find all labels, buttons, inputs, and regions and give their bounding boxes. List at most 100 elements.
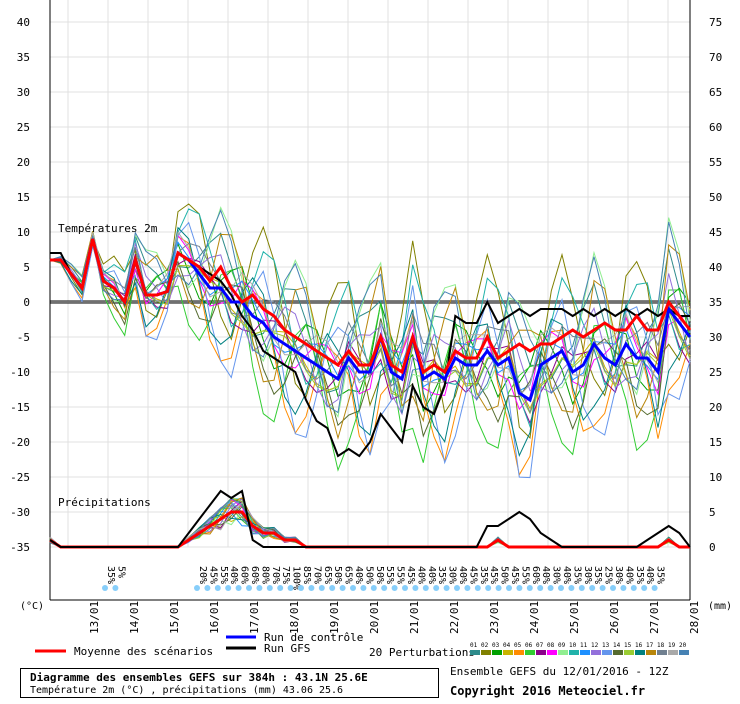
- perturbation-number: 05: [514, 642, 522, 649]
- date-label: 24/01: [528, 601, 541, 634]
- left-axis-ticks: 40 35 30 25 20 15 10 5 0 -5 -10 -15 -20 -25 -30 -35: [10, 16, 30, 554]
- date-label: 23/01: [488, 601, 501, 634]
- perturbation-line: [49, 226, 691, 457]
- precip-prob-label: 45%: [509, 566, 520, 584]
- left-tick-label: 35: [17, 51, 30, 64]
- precip-prob-label: 35%: [571, 566, 582, 584]
- perturbation-swatch: [492, 650, 502, 655]
- perturbation-swatch: [470, 650, 480, 655]
- snow-marker: [360, 585, 367, 591]
- right-tick-label: 60: [709, 121, 722, 134]
- precip-prob-label: 35%: [634, 566, 645, 584]
- snow-marker: [391, 585, 398, 591]
- precip-prob-label: 60%: [239, 566, 250, 584]
- perturbation-number: 14: [613, 642, 621, 649]
- right-tick-label: 0: [709, 541, 716, 554]
- precip-prob-label: 80%: [259, 566, 270, 584]
- precip-prob-label: 30%: [447, 566, 458, 584]
- date-label: 20/01: [368, 601, 381, 634]
- left-tick-label: -20: [10, 436, 30, 449]
- left-tick-label: -10: [10, 366, 30, 379]
- run-info: Ensemble GEFS du 12/01/2016 - 12Z: [450, 665, 669, 678]
- left-tick-label: -25: [10, 471, 30, 484]
- perturbation-swatch: [580, 650, 590, 655]
- date-label: 26/01: [608, 601, 621, 634]
- precip-prob-label: 55%: [384, 566, 395, 584]
- snow-marker: [485, 585, 492, 591]
- legend: Moyenne des scénarios Run de contrôle Ru…: [35, 631, 689, 659]
- precipitation-section-label: Précipitations: [58, 496, 151, 509]
- date-label: 17/01: [248, 601, 261, 634]
- main-series-lines: [49, 238, 692, 549]
- perturbation-number: 10: [569, 642, 577, 649]
- precip-prob-label: 85%: [301, 566, 312, 584]
- perturbation-swatch: [503, 650, 513, 655]
- precip-prob-label: 35%: [655, 566, 666, 584]
- perturbation-swatch: [481, 650, 491, 655]
- snow-marker: [412, 585, 419, 591]
- right-tick-label: 5: [709, 506, 716, 519]
- date-labels: 13/01 14/01 15/01 16/01 17/01 18/01 19/01 20/01…: [88, 601, 701, 634]
- snow-marker: [422, 585, 429, 591]
- right-tick-label: 50: [709, 191, 722, 204]
- left-tick-label: 0: [23, 296, 30, 309]
- precip-prob-label: 55%: [395, 566, 406, 584]
- date-label: 19/01: [328, 601, 341, 634]
- perturbation-swatch: [514, 650, 524, 655]
- perturbation-line: [49, 221, 691, 479]
- left-tick-label: -35: [10, 541, 30, 554]
- date-label: 13/01: [88, 601, 101, 634]
- precip-prob-label: 30%: [613, 566, 624, 584]
- snow-marker: [443, 585, 450, 591]
- snow-marker: [474, 585, 481, 591]
- snow-marker: [329, 585, 336, 591]
- precip-prob-label: 45%: [467, 566, 478, 584]
- legend-perturbations-label: 20 Perturbations: [369, 646, 475, 659]
- right-tick-label: 65: [709, 86, 722, 99]
- legend-mean-label: Moyenne des scénarios: [74, 645, 213, 658]
- perturbation-number: 17: [646, 642, 654, 649]
- snow-marker: [370, 585, 377, 591]
- precip-prob-label: 55%: [519, 566, 530, 584]
- perturbation-swatch: [613, 650, 623, 655]
- perturbation-line: [49, 235, 691, 438]
- precip-prob-label: 40%: [457, 566, 468, 584]
- precip-prob-label: 35%: [592, 566, 603, 584]
- snow-marker: [298, 585, 304, 591]
- precip-prob-label: 40%: [540, 566, 551, 584]
- left-tick-label: -30: [10, 506, 30, 519]
- snow-marker: [464, 585, 471, 591]
- left-tick-label: -15: [10, 401, 30, 414]
- snow-marker: [506, 585, 512, 591]
- precip-prob-label: 40%: [228, 566, 239, 584]
- precip-prob-label: 50%: [374, 566, 385, 584]
- snow-marker: [547, 585, 554, 591]
- perturbation-swatch: [602, 650, 612, 655]
- snow-marker: [558, 585, 564, 591]
- precip-probability-labels: 35% 5% 20% 45% 55% 40% 60% 60% 80% 70% 75% 100% 85% 7…: [102, 566, 666, 591]
- date-label: 27/01: [648, 601, 661, 634]
- right-tick-label: 15: [709, 436, 722, 449]
- precip-prob-label: 35%: [436, 566, 447, 584]
- snow-marker: [318, 585, 325, 591]
- perturbation-number: 20: [679, 642, 687, 649]
- perturbation-number: 03: [492, 642, 500, 649]
- precip-prob-label: 45%: [405, 566, 416, 584]
- snow-marker: [526, 585, 533, 591]
- legend-gfs-label: Run GFS: [264, 642, 310, 655]
- perturbation-legend: 01 02 03 04 05 06 07 08 09 10 11 12 13 14 15 16 17 18 19 20: [470, 642, 689, 655]
- chart-title: Diagramme des ensembles GEFS sur 384h : …: [30, 671, 368, 684]
- date-label: 16/01: [208, 601, 221, 634]
- snow-marker: [651, 585, 658, 591]
- precip-prob-label: 30%: [582, 566, 593, 584]
- perturbation-number: 11: [580, 642, 588, 649]
- precip-prob-label: 25%: [603, 566, 614, 584]
- snow-marker: [433, 585, 440, 591]
- perturbation-swatch: [525, 650, 535, 655]
- snow-marker: [516, 585, 523, 591]
- perturbation-number: 09: [558, 642, 566, 649]
- right-tick-label: 40: [709, 261, 722, 274]
